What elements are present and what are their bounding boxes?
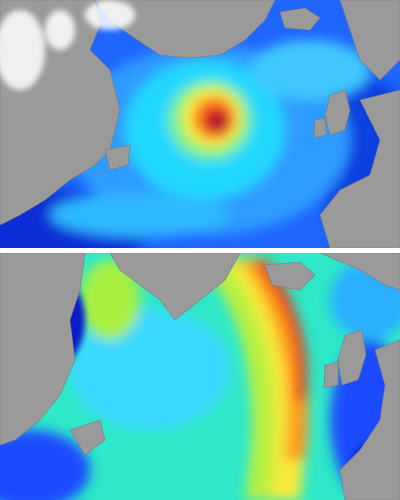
ice: [0, 0, 135, 90]
land: [0, 253, 400, 500]
storm-map: [0, 0, 400, 248]
swell-map: [0, 253, 400, 500]
